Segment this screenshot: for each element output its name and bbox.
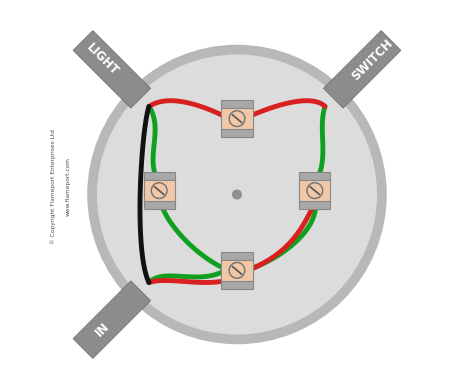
- FancyBboxPatch shape: [299, 201, 330, 209]
- Text: SWITCH: SWITCH: [348, 37, 395, 83]
- FancyBboxPatch shape: [144, 172, 175, 180]
- Text: www.flameport.com: www.flameport.com: [65, 157, 70, 216]
- Text: LIGHT: LIGHT: [83, 41, 121, 78]
- FancyBboxPatch shape: [221, 100, 253, 108]
- FancyBboxPatch shape: [144, 201, 175, 209]
- Circle shape: [87, 45, 387, 344]
- Text: © Copyright Flameport Enterprises Ltd: © Copyright Flameport Enterprises Ltd: [51, 129, 56, 244]
- Text: IN: IN: [92, 320, 112, 339]
- Circle shape: [229, 263, 245, 278]
- FancyBboxPatch shape: [221, 108, 253, 129]
- FancyBboxPatch shape: [299, 180, 330, 201]
- FancyBboxPatch shape: [221, 252, 253, 260]
- FancyBboxPatch shape: [221, 281, 253, 289]
- Circle shape: [151, 183, 167, 198]
- FancyBboxPatch shape: [221, 260, 253, 281]
- FancyBboxPatch shape: [299, 172, 330, 180]
- FancyBboxPatch shape: [221, 129, 253, 137]
- Circle shape: [97, 54, 377, 335]
- FancyBboxPatch shape: [323, 31, 401, 108]
- Circle shape: [232, 189, 242, 200]
- FancyBboxPatch shape: [144, 180, 175, 201]
- Circle shape: [307, 183, 323, 198]
- FancyBboxPatch shape: [73, 31, 151, 108]
- Circle shape: [229, 111, 245, 126]
- FancyBboxPatch shape: [73, 281, 151, 358]
